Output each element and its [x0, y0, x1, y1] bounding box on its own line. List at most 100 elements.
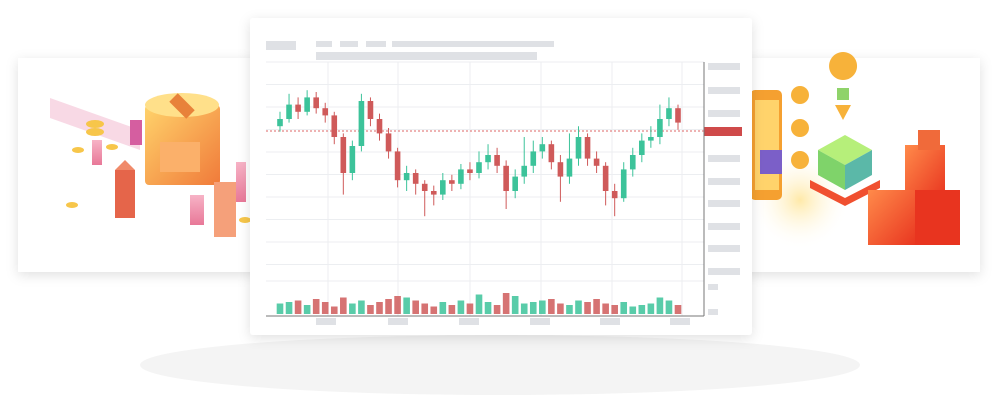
- candle-body: [440, 180, 446, 195]
- candle-body: [403, 173, 410, 181]
- candle-body: [295, 104, 301, 112]
- candle-body: [394, 151, 401, 181]
- candle-body: [286, 104, 292, 119]
- candle-body: [620, 169, 627, 199]
- candle-body: [485, 155, 491, 163]
- candle-body: [657, 119, 663, 137]
- candle-body: [458, 169, 464, 184]
- candle-body: [476, 162, 482, 173]
- candle-body: [412, 173, 419, 184]
- volume-bar: [457, 300, 465, 314]
- volume-bar: [475, 294, 483, 314]
- volume-bar: [638, 305, 646, 314]
- volume-bar: [548, 299, 555, 314]
- candle-body: [566, 158, 573, 177]
- candle-body: [539, 144, 546, 152]
- volume-bar: [358, 300, 365, 314]
- candle-body: [430, 191, 437, 195]
- candle-body: [666, 108, 672, 119]
- candle-body: [367, 101, 374, 119]
- volume-bar: [421, 303, 429, 314]
- volume-bar: [294, 300, 302, 314]
- volume-bar: [593, 299, 600, 314]
- volume-bar: [647, 303, 655, 314]
- candle-body: [385, 133, 392, 152]
- plot: [276, 90, 682, 314]
- candle-body: [467, 169, 473, 173]
- price-marker: [704, 127, 742, 136]
- volume-bar: [511, 296, 519, 314]
- volume-bar: [575, 300, 582, 314]
- volume-bar: [584, 302, 591, 314]
- volume-bar: [466, 303, 474, 314]
- candle-body: [530, 151, 537, 166]
- candle-body: [639, 140, 645, 155]
- candle-body: [512, 176, 518, 191]
- candle-body: [611, 191, 618, 199]
- floor-shadow: [140, 335, 860, 395]
- left-card: [18, 58, 268, 272]
- candle-body: [648, 137, 654, 141]
- candle-body: [629, 155, 636, 170]
- grid: [266, 61, 704, 316]
- candle-body: [340, 137, 347, 173]
- volume-bar: [520, 303, 528, 314]
- volume-bar: [602, 303, 609, 314]
- volume-bar: [394, 296, 401, 314]
- volume-bar: [312, 299, 320, 314]
- candle-body: [358, 101, 365, 146]
- volume-bar: [330, 306, 338, 314]
- volume-bar: [493, 305, 501, 314]
- candle-body: [322, 108, 329, 116]
- volume-bar: [448, 305, 456, 314]
- volume-bar: [303, 305, 311, 314]
- candle-body: [421, 183, 428, 191]
- volume-bar: [674, 305, 682, 314]
- candle-body: [584, 137, 591, 159]
- volume-bar: [566, 305, 573, 314]
- candle-body: [349, 146, 356, 173]
- left-illustration: [50, 93, 251, 237]
- volume-bar: [665, 300, 673, 314]
- volume-bar: [557, 303, 564, 314]
- candle-body: [313, 97, 319, 109]
- volume-bar: [439, 302, 447, 314]
- volume-bar: [367, 305, 374, 314]
- candle-body: [494, 155, 500, 166]
- volume-bar: [502, 293, 510, 314]
- candle-body: [548, 144, 555, 163]
- candle-body: [675, 108, 681, 123]
- volume-bar: [611, 305, 618, 314]
- candle-body: [503, 165, 509, 191]
- candle-body: [602, 165, 609, 191]
- volume-bar: [349, 303, 356, 314]
- candle-body: [593, 158, 600, 166]
- volume-bar: [629, 306, 637, 314]
- volume-bar: [529, 302, 537, 314]
- volume-bar: [484, 302, 492, 314]
- chart-card: [250, 18, 752, 335]
- volume-bar: [321, 302, 329, 314]
- volume-bar: [285, 302, 293, 314]
- candle-body: [575, 137, 582, 159]
- volume-bar: [430, 306, 438, 314]
- volume-bar: [340, 297, 347, 314]
- volume-bar: [376, 302, 383, 314]
- candle-body: [304, 97, 310, 112]
- volume-bar: [656, 297, 664, 314]
- volume-bar: [412, 300, 419, 314]
- candle-body: [331, 115, 338, 137]
- right-illustration: [750, 52, 960, 250]
- volume-bar: [539, 300, 546, 314]
- placeholder-labels: [266, 41, 740, 325]
- candle-body: [521, 165, 528, 177]
- candle-body: [449, 180, 455, 184]
- candle-body: [557, 162, 564, 177]
- volume-bar: [385, 299, 392, 314]
- volume-bar: [276, 303, 284, 314]
- candle-body: [277, 119, 283, 127]
- candle-body: [376, 119, 383, 134]
- volume-bar: [620, 302, 628, 314]
- volume-bar: [403, 297, 410, 314]
